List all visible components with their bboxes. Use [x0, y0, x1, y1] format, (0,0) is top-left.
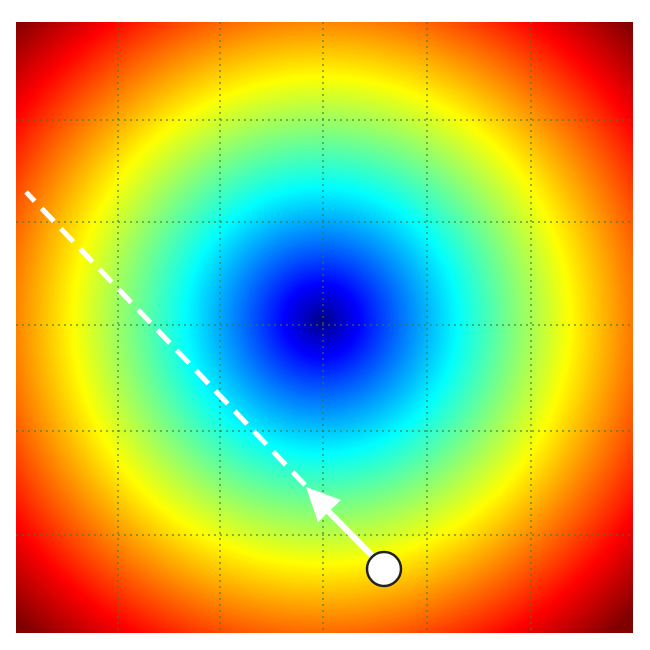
current-position-marker	[365, 550, 403, 588]
descent-direction-dashed-line	[24, 190, 307, 487]
step-arrow-head-icon	[306, 487, 341, 522]
grid-lines	[16, 22, 633, 633]
loss-landscape-heatmap	[16, 22, 633, 633]
